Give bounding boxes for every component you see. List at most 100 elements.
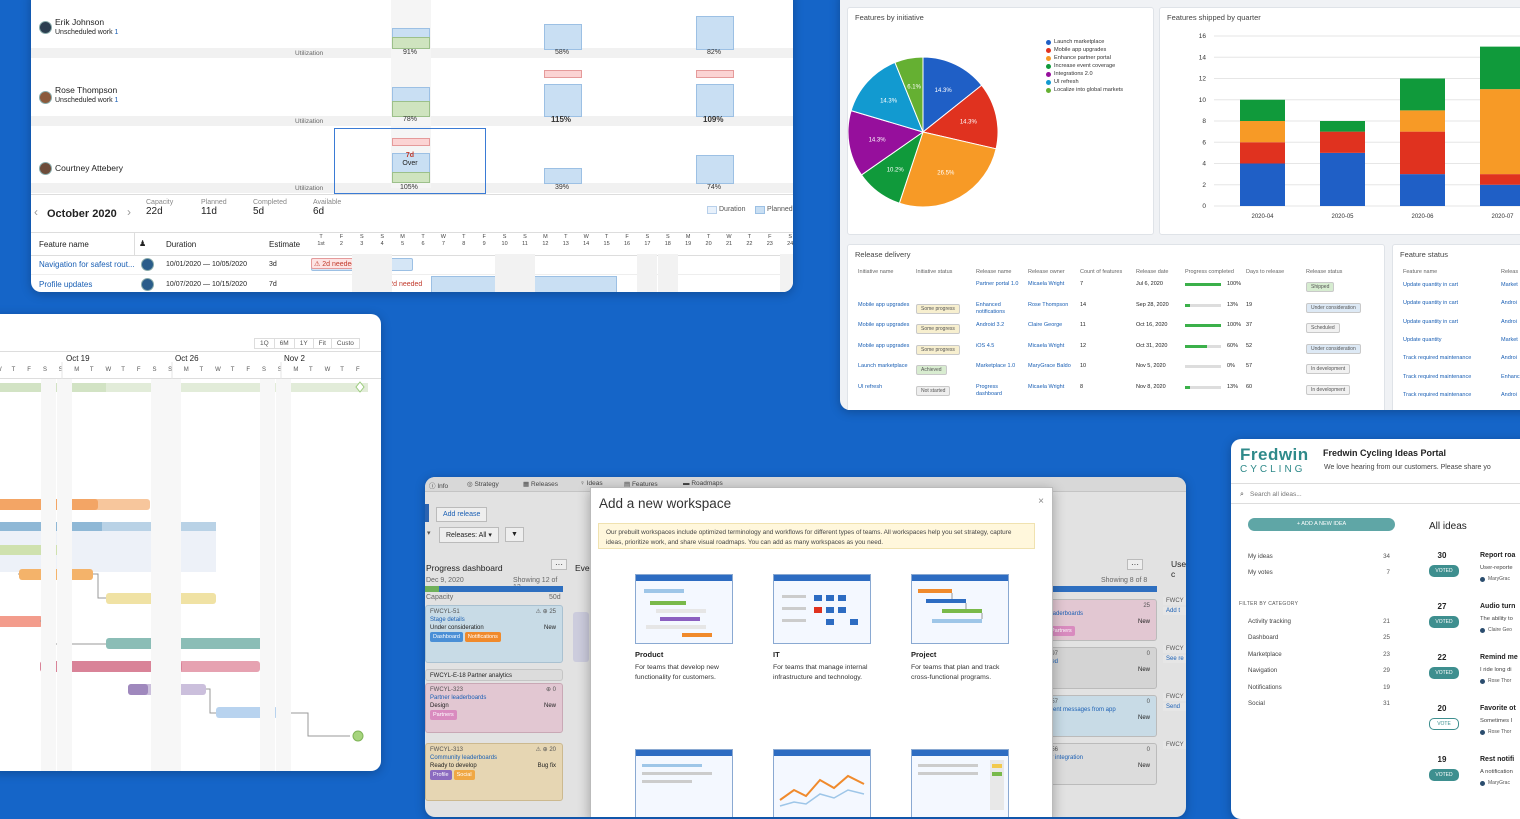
initiative-link[interactable]: Mobile app upgrades bbox=[858, 342, 910, 349]
add-release-button[interactable]: Add release bbox=[436, 507, 488, 522]
card-title[interactable]: ment messages from app bbox=[1048, 707, 1116, 713]
idea-title[interactable]: Rest notifi bbox=[1480, 756, 1515, 763]
feature-row[interactable]: Profile updates 10/07/2020 — 10/15/2020 … bbox=[31, 274, 793, 292]
release-link[interactable]: Marketplace 1.0 bbox=[976, 363, 1016, 369]
it-thumbnail[interactable] bbox=[773, 574, 871, 644]
release-link[interactable]: Market bbox=[1501, 282, 1518, 288]
far-right-card[interactable]: Send bbox=[1163, 703, 1186, 711]
feature-link[interactable]: Navigation for safest rout... bbox=[39, 260, 135, 269]
tab-strategy[interactable]: ◎ Strategy bbox=[467, 481, 499, 488]
my-votes-link[interactable]: My votes 7 bbox=[1248, 569, 1390, 576]
initiative-link[interactable]: Mobile app upgrades bbox=[858, 301, 910, 308]
feature-card[interactable]: FWCYL-313 ⚠ ⊕ 20 Community leaderboards R… bbox=[425, 743, 563, 801]
feature-row[interactable]: Navigation for safest rout... 10/01/2020… bbox=[31, 254, 793, 275]
search-input[interactable] bbox=[1250, 488, 1400, 500]
release-link[interactable]: Androi bbox=[1501, 391, 1517, 398]
unscheduled-count[interactable]: 1 bbox=[114, 97, 119, 104]
epic-card[interactable]: FWCYL-E-18 Partner analytics bbox=[425, 669, 563, 681]
card-title[interactable]: eed bbox=[1048, 659, 1059, 665]
feature-link[interactable]: Update quantity in cart bbox=[1403, 318, 1459, 325]
category-filter-item[interactable]: Activity tracking 21 bbox=[1248, 618, 1390, 625]
tab-ideas[interactable]: ♀ Ideas bbox=[580, 480, 603, 487]
unscheduled-work[interactable]: Unscheduled work 1 bbox=[55, 29, 118, 36]
chevron-right-icon[interactable]: › bbox=[127, 205, 131, 219]
vote-button[interactable]: VOTED bbox=[1429, 667, 1459, 679]
my-ideas-link[interactable]: My ideas 34 bbox=[1248, 553, 1390, 560]
feature-card[interactable]: 357 0 ment messages from app New bbox=[1043, 695, 1157, 737]
feature-link[interactable]: Update quantity in cart bbox=[1403, 282, 1459, 288]
feature-card[interactable]: FWCYL-51 ⚠ ⊕ 25 Stage details Under consi… bbox=[425, 605, 563, 663]
close-icon[interactable]: × bbox=[1038, 496, 1044, 507]
feature-link[interactable]: Track required maintenance bbox=[1403, 355, 1472, 362]
vote-button[interactable]: VOTED bbox=[1429, 616, 1459, 628]
release-link[interactable]: Enhanc bbox=[1501, 373, 1520, 380]
idea-title[interactable]: Audio turn bbox=[1480, 603, 1516, 610]
release-link[interactable]: Partner portal 1.0 bbox=[976, 281, 1019, 287]
idea-title[interactable]: Remind me bbox=[1480, 654, 1518, 661]
workspace-option-name[interactable]: Product bbox=[635, 650, 664, 659]
feature-card[interactable]: 356 0 er integration New bbox=[1043, 743, 1157, 785]
more-icon[interactable]: ··· bbox=[551, 559, 567, 570]
category-filter-item[interactable]: Navigation 29 bbox=[1248, 667, 1390, 674]
release-owner[interactable]: Micaela Wright bbox=[1028, 383, 1065, 390]
tab-releases[interactable]: ▦ Releases bbox=[523, 481, 559, 488]
release-link[interactable]: Enhanced notifications bbox=[976, 301, 1006, 315]
card-title[interactable]: leaderboards bbox=[1048, 611, 1084, 617]
release-link[interactable]: Android 3.2 bbox=[976, 322, 1005, 328]
workspace-thumbnail[interactable] bbox=[911, 749, 1009, 817]
feature-link[interactable]: Track required maintenance bbox=[1403, 391, 1472, 398]
card-title[interactable]: Stage details bbox=[430, 617, 465, 623]
workspace-thumbnail[interactable] bbox=[773, 749, 871, 817]
release-link[interactable]: Androi bbox=[1501, 300, 1517, 307]
project-thumbnail[interactable] bbox=[911, 574, 1009, 644]
feature-link[interactable]: Profile updates bbox=[39, 280, 93, 289]
product-thumbnail[interactable] bbox=[635, 574, 733, 644]
tab-roadmaps[interactable]: ▬ Roadmaps bbox=[683, 480, 723, 487]
category-filter-item[interactable]: Notifications 19 bbox=[1248, 684, 1390, 691]
far-right-card[interactable]: FWCY bbox=[1163, 645, 1186, 653]
idea-title[interactable]: Report roa bbox=[1480, 552, 1516, 559]
more-icon[interactable]: ··· bbox=[1127, 559, 1143, 570]
far-right-card[interactable]: See re bbox=[1163, 655, 1186, 663]
category-filter-item[interactable]: Marketplace 23 bbox=[1248, 651, 1390, 658]
far-right-card[interactable]: FWCY bbox=[1163, 741, 1186, 749]
feature-card[interactable]: 25 leaderboards New Partners bbox=[1043, 599, 1157, 641]
release-owner[interactable]: MaryGrace Baldo bbox=[1028, 363, 1071, 369]
release-link[interactable]: Progress dashboard bbox=[976, 383, 1002, 397]
card-title[interactable]: Community leaderboards bbox=[430, 755, 498, 761]
release-link[interactable]: Market bbox=[1501, 336, 1518, 343]
workspace-thumbnail[interactable] bbox=[635, 749, 733, 817]
unscheduled-work[interactable]: Unscheduled work 1 bbox=[55, 97, 118, 104]
release-owner[interactable]: Micaela Wright bbox=[1028, 281, 1065, 287]
release-owner[interactable]: Rose Thompson bbox=[1028, 301, 1069, 308]
release-filter[interactable]: Releases: All ▾ bbox=[439, 527, 499, 543]
initiative-link[interactable]: Mobile app upgrades bbox=[858, 322, 910, 328]
feature-link[interactable]: Track required maintenance bbox=[1403, 373, 1472, 380]
release-link[interactable]: Androi bbox=[1501, 355, 1517, 362]
selected-cell[interactable] bbox=[334, 128, 486, 194]
range-button[interactable]: Custo bbox=[330, 338, 360, 349]
release-link[interactable]: iOS 4.5 bbox=[976, 342, 995, 349]
far-right-card[interactable]: Add t bbox=[1163, 607, 1186, 615]
tab-info[interactable]: ⓘ Info bbox=[429, 483, 449, 490]
workspace-option-name[interactable]: IT bbox=[773, 650, 780, 659]
initiative-link[interactable]: Launch marketplace bbox=[858, 363, 908, 369]
release-link[interactable]: Androi bbox=[1501, 318, 1517, 325]
feature-card[interactable]: FWCYL-323 ⊕ 0 Partner leaderboards Design… bbox=[425, 683, 563, 733]
chevron-left-icon[interactable]: ‹ bbox=[34, 205, 38, 219]
feature-link[interactable]: Update quantity bbox=[1403, 336, 1442, 343]
vote-button[interactable]: VOTE bbox=[1429, 718, 1459, 730]
filter-icon[interactable]: ▼ bbox=[505, 527, 524, 542]
idea-title[interactable]: Favorite ot bbox=[1480, 705, 1516, 712]
add-idea-button[interactable]: + ADD A NEW IDEA bbox=[1248, 518, 1395, 531]
workspace-option-name[interactable]: Project bbox=[911, 650, 937, 659]
far-right-card[interactable]: FWCY bbox=[1163, 597, 1186, 605]
card-title[interactable]: Partner leaderboards bbox=[430, 695, 487, 701]
feature-link[interactable]: Update quantity in cart bbox=[1403, 300, 1459, 307]
far-right-card[interactable]: FWCY bbox=[1163, 693, 1186, 701]
release-owner[interactable]: Claire George bbox=[1028, 322, 1063, 328]
tab-features[interactable]: ▤ Features bbox=[624, 481, 658, 488]
unscheduled-count[interactable]: 1 bbox=[114, 29, 119, 36]
vote-button[interactable]: VOTED bbox=[1429, 565, 1459, 577]
vote-button[interactable]: VOTED bbox=[1429, 769, 1459, 781]
